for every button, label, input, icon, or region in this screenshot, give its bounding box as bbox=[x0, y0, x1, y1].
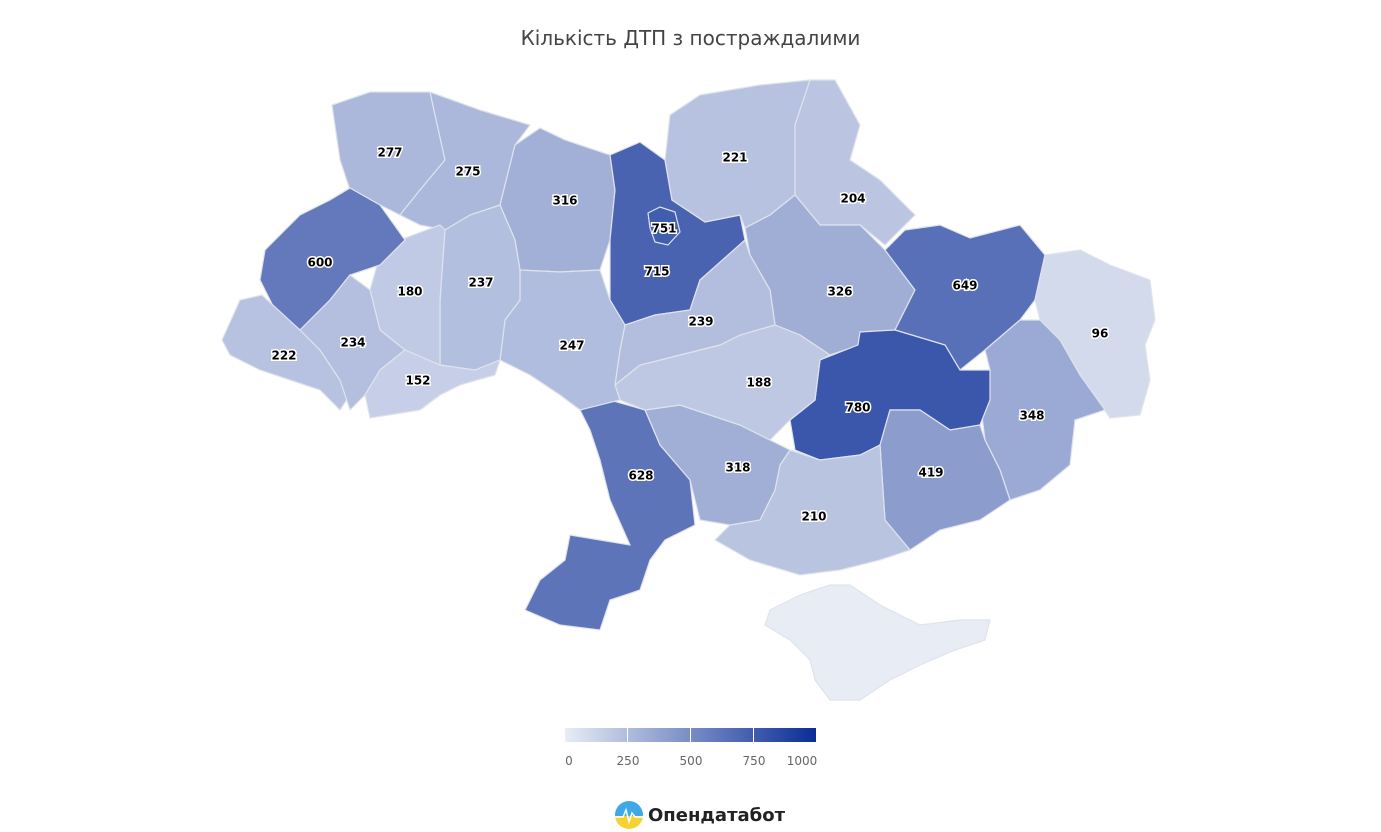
region-lviv-value-label: 600 bbox=[307, 256, 332, 270]
region-cherkasy-value-label: 239 bbox=[688, 315, 713, 329]
opendatabot-logo: Опендатабот bbox=[614, 800, 785, 830]
region-kyiv-city-value-label: 751 bbox=[651, 222, 676, 236]
region-poltava-value-label: 326 bbox=[827, 285, 852, 299]
region-odesa[interactable] bbox=[524, 399, 696, 631]
region-crimea[interactable] bbox=[764, 584, 991, 701]
map-title: Кількість ДТП з постраждалими bbox=[520, 26, 861, 50]
region-kyiv-oblast-value-label: 715 bbox=[644, 265, 669, 279]
color-legend: 0 250 500 750 1000 bbox=[565, 728, 817, 768]
legend-tick: 0 bbox=[565, 754, 573, 768]
logo-text: Опендатабот bbox=[648, 804, 786, 826]
region-cherkasy[interactable] bbox=[614, 238, 776, 387]
region-kyiv-city[interactable] bbox=[647, 206, 681, 246]
region-kharkiv-value-label: 649 bbox=[952, 279, 977, 293]
region-zaporizhzhia-value-label: 419 bbox=[918, 466, 943, 480]
region-zakarpattia-value-label: 222 bbox=[271, 349, 296, 363]
region-chernihiv-value-label: 221 bbox=[722, 151, 747, 165]
region-dnipro-value-label: 780 bbox=[845, 401, 870, 415]
region-ternopil-value-label: 180 bbox=[397, 285, 422, 299]
region-vinnytsia-value-label: 247 bbox=[559, 339, 584, 353]
legend-tick: 1000 bbox=[786, 754, 818, 768]
region-kherson-value-label: 210 bbox=[801, 510, 826, 524]
region-donetsk-value-label: 348 bbox=[1019, 409, 1044, 423]
legend-gradient-bar bbox=[565, 728, 816, 742]
legend-tick: 500 bbox=[679, 754, 703, 768]
region-khmelnytskyi-value-label: 237 bbox=[468, 276, 493, 290]
region-kirovohrad-value-label: 188 bbox=[746, 376, 771, 390]
region-odesa-value-label: 628 bbox=[628, 469, 653, 483]
region-chernivtsi[interactable] bbox=[364, 349, 501, 419]
region-sumy-value-label: 204 bbox=[840, 192, 865, 206]
region-rivne-value-label: 275 bbox=[455, 165, 480, 179]
region-sumy[interactable] bbox=[794, 79, 916, 246]
region-luhansk-value-label: 96 bbox=[1092, 327, 1109, 341]
legend-tick: 250 bbox=[616, 754, 640, 768]
region-ivano-frankivsk-value-label: 234 bbox=[340, 336, 365, 350]
region-volyn-value-label: 277 bbox=[377, 146, 402, 160]
region-mykolaiv-value-label: 318 bbox=[725, 461, 750, 475]
logo-icon bbox=[615, 801, 643, 829]
region-zhytomyr-value-label: 316 bbox=[552, 194, 577, 208]
legend-tick: 750 bbox=[742, 754, 766, 768]
region-chernivtsi-value-label: 152 bbox=[405, 374, 430, 388]
